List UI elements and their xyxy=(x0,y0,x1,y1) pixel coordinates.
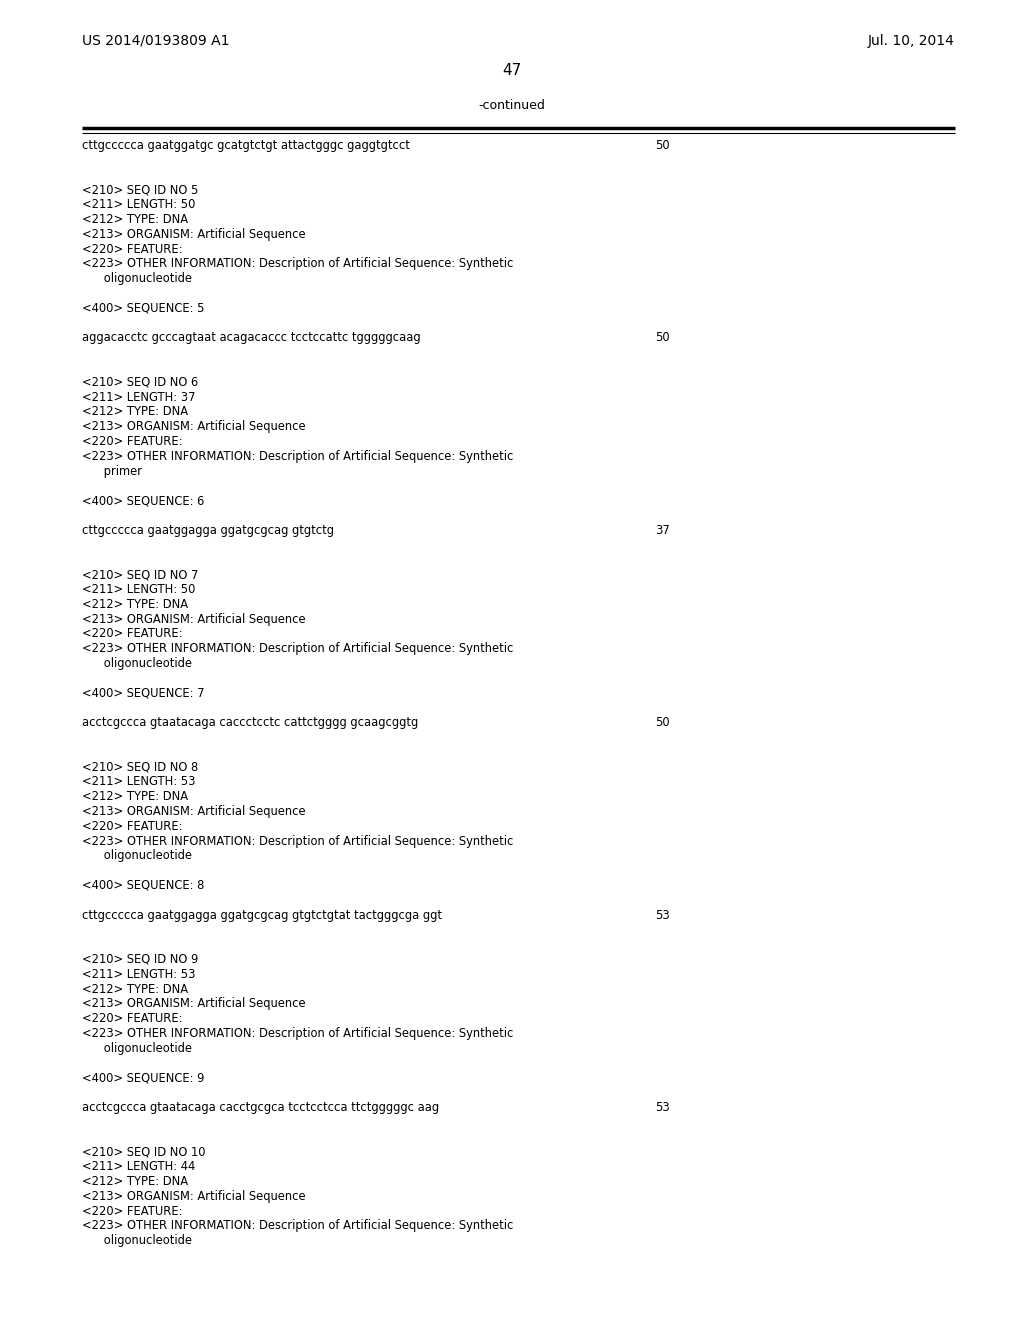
Text: primer: primer xyxy=(82,465,142,478)
Text: <212> TYPE: DNA: <212> TYPE: DNA xyxy=(82,213,188,226)
Text: <212> TYPE: DNA: <212> TYPE: DNA xyxy=(82,1175,188,1188)
Text: <400> SEQUENCE: 8: <400> SEQUENCE: 8 xyxy=(82,879,205,892)
Text: cttgccccca gaatggatgc gcatgtctgt attactgggc gaggtgtcct: cttgccccca gaatggatgc gcatgtctgt attactg… xyxy=(82,139,410,152)
Text: <211> LENGTH: 53: <211> LENGTH: 53 xyxy=(82,968,196,981)
Text: <213> ORGANISM: Artificial Sequence: <213> ORGANISM: Artificial Sequence xyxy=(82,420,305,433)
Text: <212> TYPE: DNA: <212> TYPE: DNA xyxy=(82,982,188,995)
Text: cttgccccca gaatggagga ggatgcgcag gtgtctg: cttgccccca gaatggagga ggatgcgcag gtgtctg xyxy=(82,524,334,537)
Text: <211> LENGTH: 50: <211> LENGTH: 50 xyxy=(82,583,196,597)
Text: <220> FEATURE:: <220> FEATURE: xyxy=(82,1205,182,1217)
Text: <213> ORGANISM: Artificial Sequence: <213> ORGANISM: Artificial Sequence xyxy=(82,612,305,626)
Text: oligonucleotide: oligonucleotide xyxy=(82,1041,193,1055)
Text: Jul. 10, 2014: Jul. 10, 2014 xyxy=(868,34,955,48)
Text: 50: 50 xyxy=(655,717,670,729)
Text: oligonucleotide: oligonucleotide xyxy=(82,657,193,671)
Text: <211> LENGTH: 37: <211> LENGTH: 37 xyxy=(82,391,196,404)
Text: <210> SEQ ID NO 9: <210> SEQ ID NO 9 xyxy=(82,953,199,966)
Text: <220> FEATURE:: <220> FEATURE: xyxy=(82,627,182,640)
Text: oligonucleotide: oligonucleotide xyxy=(82,272,193,285)
Text: oligonucleotide: oligonucleotide xyxy=(82,1234,193,1247)
Text: <223> OTHER INFORMATION: Description of Artificial Sequence: Synthetic: <223> OTHER INFORMATION: Description of … xyxy=(82,643,513,655)
Text: <211> LENGTH: 50: <211> LENGTH: 50 xyxy=(82,198,196,211)
Text: acctcgccca gtaatacaga cacctgcgca tcctcctcca ttctgggggc aag: acctcgccca gtaatacaga cacctgcgca tcctcct… xyxy=(82,1101,439,1114)
Text: <400> SEQUENCE: 5: <400> SEQUENCE: 5 xyxy=(82,302,205,314)
Text: US 2014/0193809 A1: US 2014/0193809 A1 xyxy=(82,34,229,48)
Text: <223> OTHER INFORMATION: Description of Artificial Sequence: Synthetic: <223> OTHER INFORMATION: Description of … xyxy=(82,450,513,463)
Text: oligonucleotide: oligonucleotide xyxy=(82,849,193,862)
Text: 53: 53 xyxy=(655,1101,670,1114)
Text: <223> OTHER INFORMATION: Description of Artificial Sequence: Synthetic: <223> OTHER INFORMATION: Description of … xyxy=(82,1027,513,1040)
Text: <213> ORGANISM: Artificial Sequence: <213> ORGANISM: Artificial Sequence xyxy=(82,805,305,818)
Text: acctcgccca gtaatacaga caccctcctc cattctgggg gcaagcggtg: acctcgccca gtaatacaga caccctcctc cattctg… xyxy=(82,717,418,729)
Text: 47: 47 xyxy=(503,63,521,78)
Text: 37: 37 xyxy=(655,524,670,537)
Text: <223> OTHER INFORMATION: Description of Artificial Sequence: Synthetic: <223> OTHER INFORMATION: Description of … xyxy=(82,1220,513,1233)
Text: <212> TYPE: DNA: <212> TYPE: DNA xyxy=(82,405,188,418)
Text: <220> FEATURE:: <220> FEATURE: xyxy=(82,820,182,833)
Text: aggacacctc gcccagtaat acagacaccc tcctccattc tgggggcaag: aggacacctc gcccagtaat acagacaccc tcctcca… xyxy=(82,331,421,345)
Text: <213> ORGANISM: Artificial Sequence: <213> ORGANISM: Artificial Sequence xyxy=(82,228,305,240)
Text: <210> SEQ ID NO 6: <210> SEQ ID NO 6 xyxy=(82,376,199,389)
Text: <220> FEATURE:: <220> FEATURE: xyxy=(82,1012,182,1026)
Text: <223> OTHER INFORMATION: Description of Artificial Sequence: Synthetic: <223> OTHER INFORMATION: Description of … xyxy=(82,257,513,271)
Text: <223> OTHER INFORMATION: Description of Artificial Sequence: Synthetic: <223> OTHER INFORMATION: Description of … xyxy=(82,834,513,847)
Text: <210> SEQ ID NO 7: <210> SEQ ID NO 7 xyxy=(82,568,199,581)
Text: 50: 50 xyxy=(655,331,670,345)
Text: <210> SEQ ID NO 10: <210> SEQ ID NO 10 xyxy=(82,1146,206,1159)
Text: <213> ORGANISM: Artificial Sequence: <213> ORGANISM: Artificial Sequence xyxy=(82,998,305,1010)
Text: <400> SEQUENCE: 6: <400> SEQUENCE: 6 xyxy=(82,494,205,507)
Text: cttgccccca gaatggagga ggatgcgcag gtgtctgtat tactgggcga ggt: cttgccccca gaatggagga ggatgcgcag gtgtctg… xyxy=(82,908,442,921)
Text: -continued: -continued xyxy=(478,99,546,112)
Text: <212> TYPE: DNA: <212> TYPE: DNA xyxy=(82,598,188,611)
Text: <220> FEATURE:: <220> FEATURE: xyxy=(82,436,182,447)
Text: <210> SEQ ID NO 5: <210> SEQ ID NO 5 xyxy=(82,183,199,197)
Text: <400> SEQUENCE: 7: <400> SEQUENCE: 7 xyxy=(82,686,205,700)
Text: <213> ORGANISM: Artificial Sequence: <213> ORGANISM: Artificial Sequence xyxy=(82,1189,305,1203)
Text: <211> LENGTH: 53: <211> LENGTH: 53 xyxy=(82,775,196,788)
Text: <212> TYPE: DNA: <212> TYPE: DNA xyxy=(82,791,188,803)
Text: <220> FEATURE:: <220> FEATURE: xyxy=(82,243,182,256)
Text: <400> SEQUENCE: 9: <400> SEQUENCE: 9 xyxy=(82,1072,205,1085)
Text: <211> LENGTH: 44: <211> LENGTH: 44 xyxy=(82,1160,196,1173)
Text: 50: 50 xyxy=(655,139,670,152)
Text: 53: 53 xyxy=(655,908,670,921)
Text: <210> SEQ ID NO 8: <210> SEQ ID NO 8 xyxy=(82,760,199,774)
